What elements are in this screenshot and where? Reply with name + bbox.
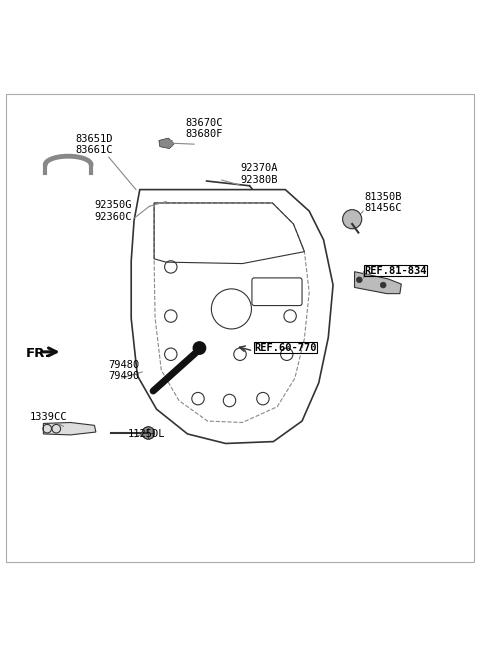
Text: 83651D
83661C: 83651D 83661C <box>75 134 113 155</box>
Text: REF.81-834: REF.81-834 <box>364 266 427 276</box>
Text: 83670C
83680F: 83670C 83680F <box>185 118 223 140</box>
Circle shape <box>142 427 155 440</box>
Text: 1125DL: 1125DL <box>128 429 165 439</box>
Text: 81350B
81456C: 81350B 81456C <box>364 192 402 213</box>
Text: 79480
79490: 79480 79490 <box>109 360 140 381</box>
Polygon shape <box>159 138 174 148</box>
Polygon shape <box>355 272 401 294</box>
Circle shape <box>357 277 362 283</box>
Circle shape <box>193 342 205 354</box>
Polygon shape <box>43 422 96 435</box>
Text: REF.60-770: REF.60-770 <box>254 343 317 353</box>
Circle shape <box>380 282 386 288</box>
Text: FR.: FR. <box>26 347 51 359</box>
Text: 1339CC: 1339CC <box>30 413 68 422</box>
Text: 92370A
92380B: 92370A 92380B <box>240 163 277 185</box>
Circle shape <box>343 210 362 229</box>
Text: 92350G
92360C: 92350G 92360C <box>95 201 132 222</box>
